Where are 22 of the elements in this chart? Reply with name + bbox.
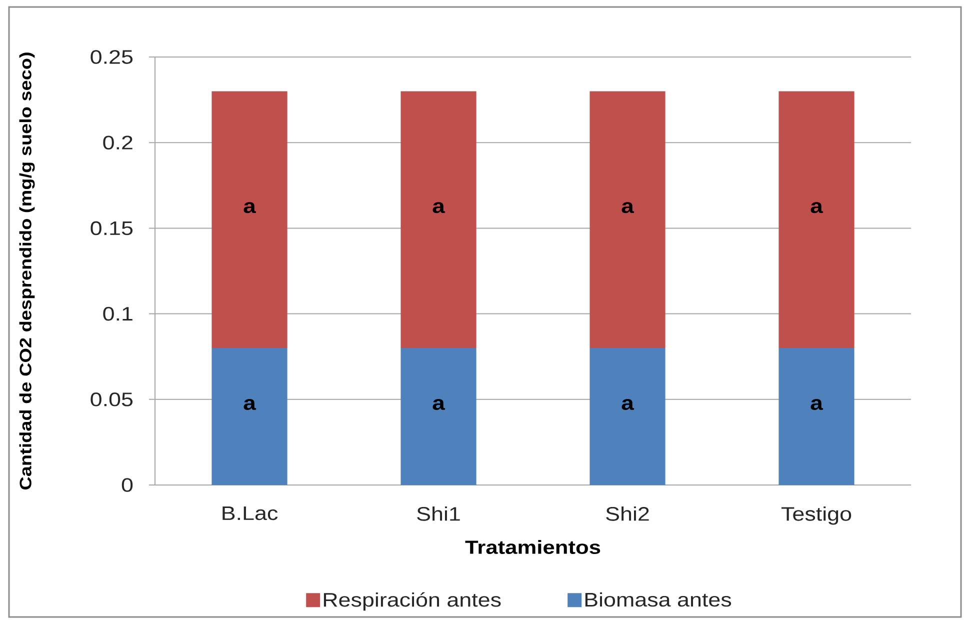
data-label: a [810, 202, 824, 214]
data-label: a [432, 202, 446, 214]
data-label: a [432, 399, 446, 410]
y-tick-label: 0.1 [103, 306, 132, 321]
data-label: a [810, 399, 824, 410]
y-tick-label: 0.05 [90, 392, 133, 406]
legend-label: Respiración antes [324, 592, 501, 611]
y-tick-label: 0 [122, 478, 133, 492]
data-label: a [622, 202, 634, 214]
y-tick-label: 0.15 [90, 221, 133, 236]
x-tick-label: Shi2 [606, 506, 649, 521]
data-label: a [244, 202, 256, 214]
y-tick-label: 0.2 [103, 136, 132, 150]
legend-label: Biomasa antes [585, 592, 732, 607]
x-tick-label: Testigo [781, 506, 852, 525]
x-tick-label: B.Lac [222, 506, 278, 520]
y-tick-label: 0.25 [90, 50, 133, 64]
data-label: a [622, 399, 634, 410]
x-tick-label: Shi1 [417, 506, 460, 521]
data-label: a [244, 399, 256, 410]
y-axis-title: Cantidad de CO2 desprendido (mg/g suelo seco) [19, 52, 35, 490]
x-axis-title: Tratamientos [465, 540, 600, 554]
